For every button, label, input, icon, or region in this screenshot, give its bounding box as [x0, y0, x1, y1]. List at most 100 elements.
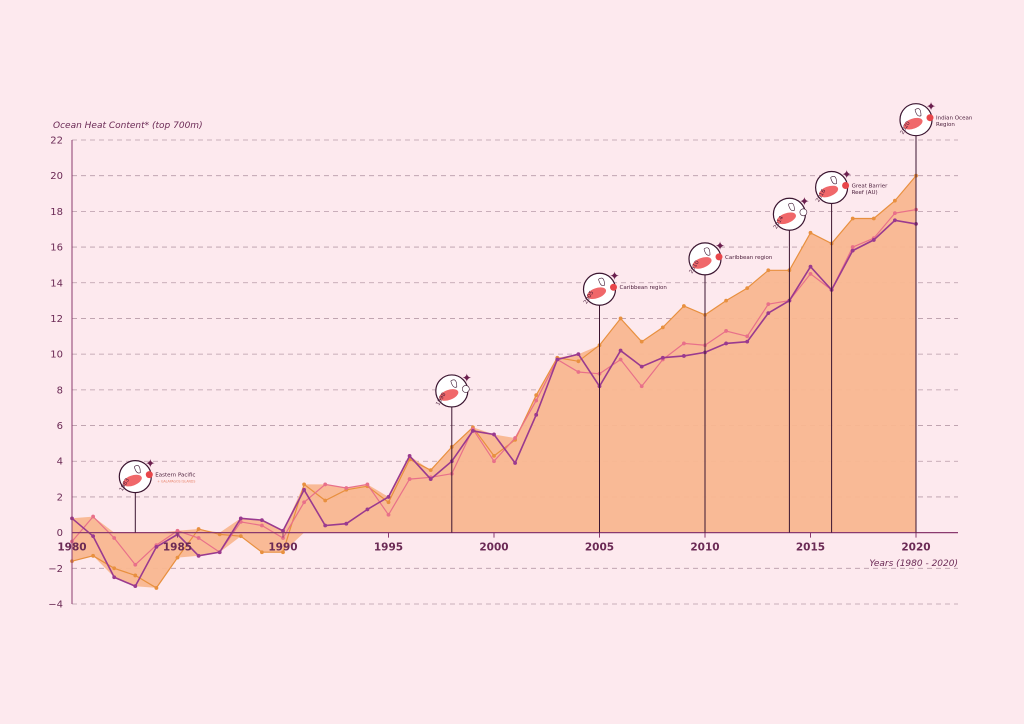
data-point — [576, 359, 581, 364]
data-point — [386, 512, 391, 517]
data-point — [386, 495, 391, 499]
event-dot — [926, 114, 934, 122]
x-tick-label: 1995 — [374, 542, 403, 554]
data-point — [428, 477, 433, 481]
data-point — [133, 584, 138, 589]
data-point — [386, 500, 391, 505]
data-point — [745, 339, 750, 344]
data-point — [217, 532, 222, 537]
data-point — [513, 461, 517, 465]
bleach-icon — [703, 247, 711, 256]
y-tick-label: 16 — [50, 243, 63, 254]
y-tick-label: 2 — [57, 492, 63, 503]
spark-icon: ✦ — [715, 239, 725, 253]
x-tick-label: 1985 — [163, 542, 192, 554]
event-label: Eastern Pacific — [155, 473, 195, 479]
data-point — [238, 534, 243, 539]
data-point — [850, 216, 855, 221]
data-point — [618, 316, 623, 321]
data-point — [745, 334, 750, 339]
y-tick-label: 0 — [57, 528, 63, 539]
data-point — [154, 586, 159, 590]
data-point — [513, 436, 517, 440]
event-dot — [610, 283, 617, 291]
y-tick-label: 18 — [50, 207, 63, 218]
data-point — [808, 230, 813, 235]
data-point — [745, 286, 750, 291]
data-point — [724, 329, 728, 333]
event-dot — [715, 253, 723, 261]
data-point — [871, 238, 876, 242]
data-point — [724, 298, 728, 303]
data-point — [618, 357, 623, 362]
bleach-icon — [914, 108, 922, 117]
data-point — [808, 264, 813, 269]
data-point — [639, 339, 644, 344]
data-point — [682, 304, 686, 308]
coral-icon — [586, 287, 607, 300]
y-tick-label: 22 — [50, 136, 63, 147]
data-point — [112, 575, 117, 580]
data-point — [260, 518, 264, 523]
data-point — [534, 412, 539, 417]
spark-icon: ✦ — [799, 194, 809, 208]
data-point — [766, 302, 771, 307]
bleach-icon — [598, 277, 605, 286]
data-point — [639, 384, 644, 389]
event-dot — [145, 471, 153, 479]
data-point — [365, 507, 370, 512]
data-point — [492, 432, 496, 437]
data-point — [238, 516, 243, 521]
data-point — [154, 544, 159, 549]
data-point — [196, 553, 201, 558]
x-tick-label: 1990 — [268, 542, 297, 554]
data-point — [302, 487, 306, 492]
data-point — [534, 398, 539, 403]
data-point — [660, 325, 665, 330]
data-point — [893, 218, 897, 223]
data-point — [534, 393, 539, 398]
data-point — [112, 536, 117, 540]
event-label: Great Barrier Reef (AU) — [852, 184, 889, 197]
data-point — [555, 357, 560, 362]
x-tick-label: 2020 — [901, 542, 930, 554]
data-point — [91, 553, 95, 558]
data-point — [766, 268, 771, 273]
data-point — [196, 527, 201, 531]
data-point — [133, 573, 138, 578]
coral-icon — [439, 389, 459, 401]
data-point — [766, 311, 771, 316]
data-point — [196, 536, 201, 540]
event-label: Caribbean region — [725, 255, 773, 261]
data-point — [281, 550, 285, 555]
y-tick-label: −2 — [48, 564, 63, 575]
coral-icon — [776, 212, 796, 225]
coral-icon — [122, 474, 142, 487]
data-point — [323, 482, 328, 487]
x-tick-label: 2015 — [796, 542, 825, 554]
y-tick-label: 10 — [50, 350, 63, 361]
event-marker: ✦2014 — [772, 194, 809, 533]
event-marker: ✦Great Barrier Reef (AU)2016 — [814, 168, 889, 533]
data-point — [850, 248, 855, 253]
bleach-icon — [788, 202, 795, 211]
event-dot — [842, 182, 850, 190]
spark-icon: ✦ — [462, 371, 472, 385]
data-point — [576, 370, 581, 374]
y-tick-label: 6 — [57, 421, 63, 432]
data-point — [302, 482, 306, 487]
data-point — [618, 348, 623, 353]
data-point — [428, 468, 433, 473]
coral-icon — [692, 257, 712, 269]
event-label: Indian Ocean Region — [936, 116, 973, 129]
x-tick-label: 2010 — [690, 542, 719, 554]
data-point — [281, 536, 285, 540]
data-point — [217, 550, 222, 555]
y-tick-label: 8 — [57, 385, 63, 396]
data-point — [344, 486, 349, 490]
